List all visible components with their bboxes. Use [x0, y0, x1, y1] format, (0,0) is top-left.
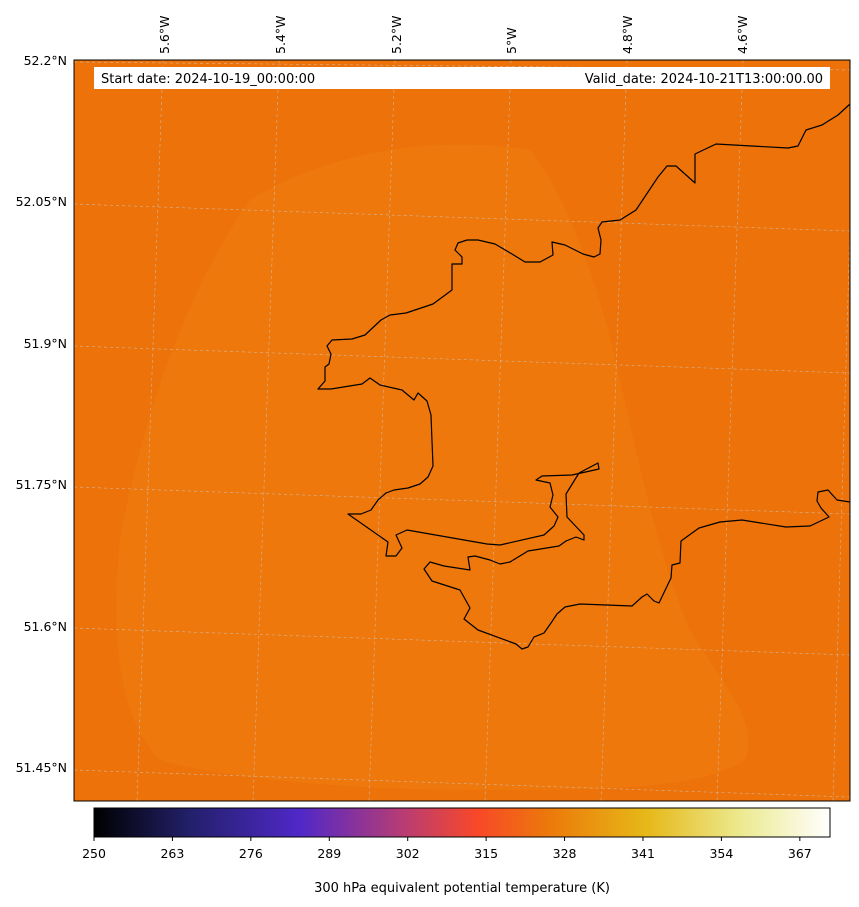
- map-frame: [73, 59, 851, 802]
- colorbar: 250 263 276 289 302 315 328 341 354 367 300 hPa e…: [82, 807, 831, 896]
- colorbar-tick-label: 289: [317, 846, 341, 861]
- info-box: [94, 67, 830, 89]
- lon-label: 5.4°W: [273, 16, 288, 55]
- colorbar-tick-label: 263: [160, 846, 184, 861]
- latitude-labels: 52.2°N 52.05°N 51.9°N 51.75°N 51.6°N 51.…: [16, 53, 67, 775]
- lon-label: 5.6°W: [157, 16, 172, 55]
- lon-label: 5°W: [504, 27, 519, 54]
- colorbar-tick-label: 328: [553, 846, 577, 861]
- colorbar-tick-label: 341: [631, 846, 655, 861]
- colorbar-tick-label: 367: [788, 846, 812, 861]
- colorbar-tick-label: 302: [396, 846, 420, 861]
- colorbar-title: 300 hPa equivalent potential temperature…: [314, 881, 610, 896]
- coastline: [317, 103, 850, 650]
- lat-label: 51.6°N: [24, 619, 67, 634]
- lon-label: 4.8°W: [620, 16, 635, 55]
- colorbar-tick-label: 315: [474, 846, 498, 861]
- lat-label: 51.75°N: [16, 477, 67, 492]
- colorbar-tick-label: 250: [82, 846, 106, 861]
- colorbar-ticks: 250 263 276 289 302 315 328 341 354 367: [82, 837, 812, 861]
- colorbar-tick-label: 354: [709, 846, 733, 861]
- lon-label: 4.6°W: [735, 16, 750, 55]
- colorbar-tick-label: 276: [239, 846, 263, 861]
- lat-label: 51.9°N: [24, 336, 67, 351]
- lon-label: 5.2°W: [389, 16, 404, 55]
- longitude-labels: 5.6°W 5.4°W 5.2°W 5°W 4.8°W 4.6°W: [157, 16, 750, 55]
- start-date-label: Start date: 2024-10-19_00:00:00: [101, 72, 315, 87]
- lat-label: 52.05°N: [16, 194, 67, 209]
- colorbar-gradient: [93, 807, 831, 838]
- lat-label: 52.2°N: [24, 53, 67, 68]
- valid-date-label: Valid_date: 2024-10-21T13:00:00.00: [585, 72, 823, 87]
- lat-label: 51.45°N: [16, 760, 67, 775]
